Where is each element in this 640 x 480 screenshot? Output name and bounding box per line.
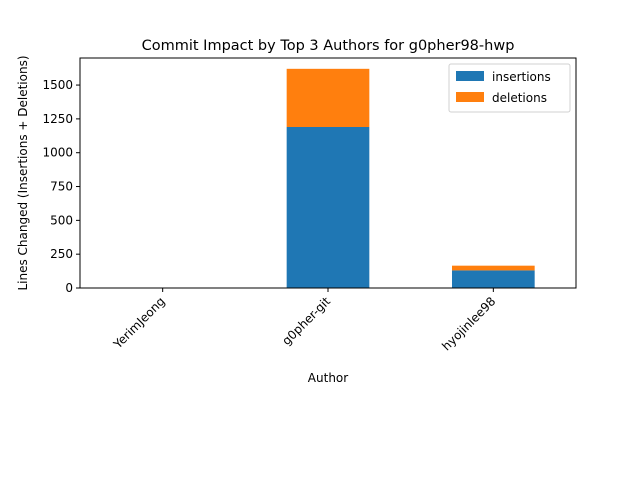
y-tick-label: 1500 (42, 78, 73, 92)
y-tick-label: 750 (50, 180, 73, 194)
y-tick-label: 500 (50, 213, 73, 227)
x-tick-label: hyojinlee98 (439, 294, 498, 353)
legend-label-insertions: insertions (492, 70, 551, 84)
y-axis: 0 250 500 750 1000 1250 1500 (42, 78, 80, 295)
bar-layer (286, 68, 535, 288)
legend-label-deletions: deletions (492, 91, 547, 105)
legend-swatch-deletions (456, 92, 484, 102)
y-tick-label: 0 (65, 281, 73, 295)
x-tick-label: g0pher-git (279, 294, 333, 348)
bar-deletions-g0pher-git (286, 68, 370, 127)
x-axis-label: Author (308, 371, 348, 385)
legend: insertions deletions (448, 63, 571, 113)
y-tick-label: 1000 (42, 146, 73, 160)
y-axis-label: Lines Changed (Insertions + Deletions) (16, 55, 30, 290)
chart-title: Commit Impact by Top 3 Authors for g0phe… (142, 38, 515, 54)
y-tick-label: 1250 (42, 112, 73, 126)
x-tick-label: YerimJeong (110, 294, 168, 352)
x-axis: YerimJeong g0pher-git hyojinlee98 (110, 288, 498, 353)
legend-swatch-insertions (456, 71, 484, 81)
bar-insertions-g0pher-git (286, 127, 370, 288)
bar-deletions-hyojinlee98 (452, 265, 535, 271)
bar-insertions-hyojinlee98 (452, 270, 535, 288)
y-tick-label: 250 (50, 247, 73, 261)
